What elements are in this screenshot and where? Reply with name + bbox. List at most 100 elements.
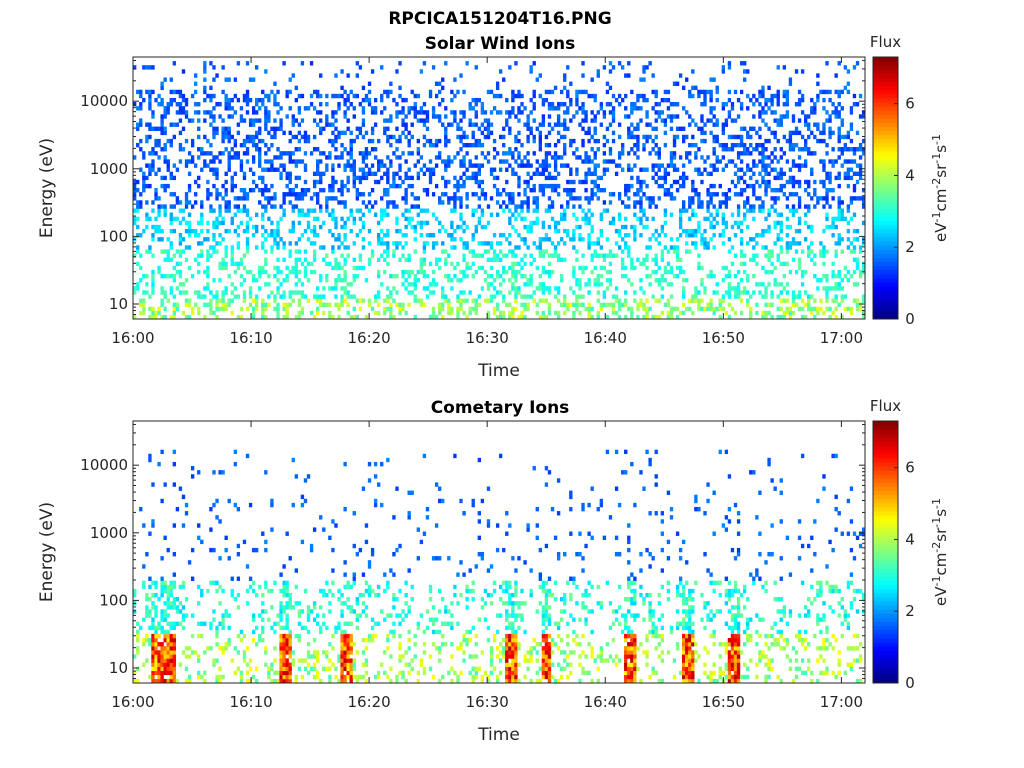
heatmap-cell xyxy=(346,163,350,168)
heatmap-cell xyxy=(270,134,274,140)
colorbar-segment xyxy=(873,118,898,123)
heatmap-cell xyxy=(398,138,402,144)
heatmap-cell xyxy=(502,265,506,271)
heatmap-cell xyxy=(444,167,448,172)
heatmap-cell xyxy=(520,257,524,262)
heatmap-cell xyxy=(779,245,783,250)
heatmap-cell xyxy=(386,155,390,160)
heatmap-cell xyxy=(508,130,512,136)
heatmap-cell xyxy=(242,175,247,181)
heatmap-cell xyxy=(151,89,155,95)
heatmap-cell xyxy=(264,208,268,213)
heatmap-cell xyxy=(224,286,228,291)
heatmap-cell xyxy=(770,110,774,115)
heatmap-cell xyxy=(160,588,164,594)
heatmap-cell xyxy=(782,310,786,316)
heatmap-cell xyxy=(547,253,552,258)
heatmap-cell xyxy=(861,204,866,209)
heatmap-cell xyxy=(785,245,790,250)
heatmap-cell xyxy=(526,196,530,201)
heatmap-cell xyxy=(816,73,820,78)
heatmap-cell xyxy=(480,102,485,107)
heatmap-cell xyxy=(547,310,552,316)
heatmap-cell xyxy=(428,159,433,164)
heatmap-cell xyxy=(328,310,332,316)
heatmap-cell xyxy=(157,167,161,172)
heatmap-cell xyxy=(178,110,183,115)
colorbar-segment xyxy=(873,122,898,127)
heatmap-cell xyxy=(822,249,826,254)
heatmap-cell xyxy=(483,110,488,115)
heatmap-cell xyxy=(236,224,241,230)
heatmap-cell xyxy=(282,208,286,213)
heatmap-cell xyxy=(852,151,857,156)
colorbar-segment xyxy=(873,261,898,267)
heatmap-cell xyxy=(346,73,350,78)
heatmap-cell xyxy=(843,65,847,70)
heatmap-cell xyxy=(776,282,780,287)
heatmap-cell xyxy=(782,273,786,279)
heatmap-cell xyxy=(349,151,353,156)
heatmap-cell xyxy=(471,233,475,238)
heatmap-cell xyxy=(441,224,445,230)
heatmap-cell xyxy=(645,122,649,127)
heatmap-cell xyxy=(227,556,231,561)
heatmap-cell xyxy=(294,159,298,164)
heatmap-cell xyxy=(154,654,158,659)
heatmap-cell xyxy=(538,142,542,148)
heatmap-cell xyxy=(316,306,320,312)
heatmap-cell xyxy=(242,265,247,271)
heatmap-cell xyxy=(142,310,146,316)
y-tick-label: 10 xyxy=(109,295,128,313)
heatmap-cell xyxy=(270,228,274,234)
heatmap-cell xyxy=(807,249,811,254)
heatmap-cell xyxy=(840,147,844,152)
heatmap-cell xyxy=(779,220,783,226)
heatmap-cell xyxy=(297,147,302,152)
heatmap-cell xyxy=(377,138,381,144)
heatmap-cell xyxy=(499,204,503,209)
heatmap-cell xyxy=(438,200,442,205)
heatmap-cell xyxy=(627,245,631,250)
heatmap-cell xyxy=(355,73,359,78)
heatmap-cell xyxy=(633,204,637,209)
heatmap-cell xyxy=(706,306,710,312)
heatmap-cell xyxy=(248,216,253,222)
heatmap-cell xyxy=(212,220,216,226)
heatmap-cell xyxy=(630,306,634,312)
heatmap-cell xyxy=(319,175,323,181)
heatmap-cell xyxy=(279,294,283,299)
heatmap-cell xyxy=(721,233,725,238)
heatmap-cell xyxy=(575,102,579,107)
heatmap-cell xyxy=(669,294,674,299)
heatmap-cell xyxy=(187,298,192,303)
heatmap-cell xyxy=(718,314,722,320)
heatmap-cell xyxy=(215,625,219,631)
heatmap-cell xyxy=(142,183,146,189)
heatmap-cell xyxy=(303,179,308,185)
heatmap-cell xyxy=(166,163,170,168)
heatmap-cell xyxy=(541,183,546,189)
heatmap-cell xyxy=(837,61,841,66)
heatmap-cell xyxy=(678,233,683,238)
heatmap-cell xyxy=(273,241,277,246)
heatmap-cell xyxy=(675,314,680,320)
heatmap-cell xyxy=(428,167,433,172)
heatmap-cell xyxy=(685,134,689,140)
heatmap-cell xyxy=(682,175,686,181)
heatmap-cell xyxy=(331,114,335,119)
heatmap-cell xyxy=(550,269,555,275)
heatmap-cell xyxy=(154,605,158,610)
heatmap-cell xyxy=(285,114,289,119)
heatmap-cell xyxy=(767,257,771,262)
heatmap-cell xyxy=(605,102,610,107)
heatmap-cell xyxy=(587,126,591,131)
heatmap-cell xyxy=(816,81,820,86)
heatmap-cell xyxy=(752,204,756,209)
heatmap-cell xyxy=(556,171,561,177)
heatmap-cell xyxy=(364,155,369,160)
heatmap-cell xyxy=(203,65,207,70)
heatmap-cell xyxy=(822,122,826,127)
heatmap-cell xyxy=(157,204,161,209)
heatmap-cell xyxy=(462,163,466,168)
